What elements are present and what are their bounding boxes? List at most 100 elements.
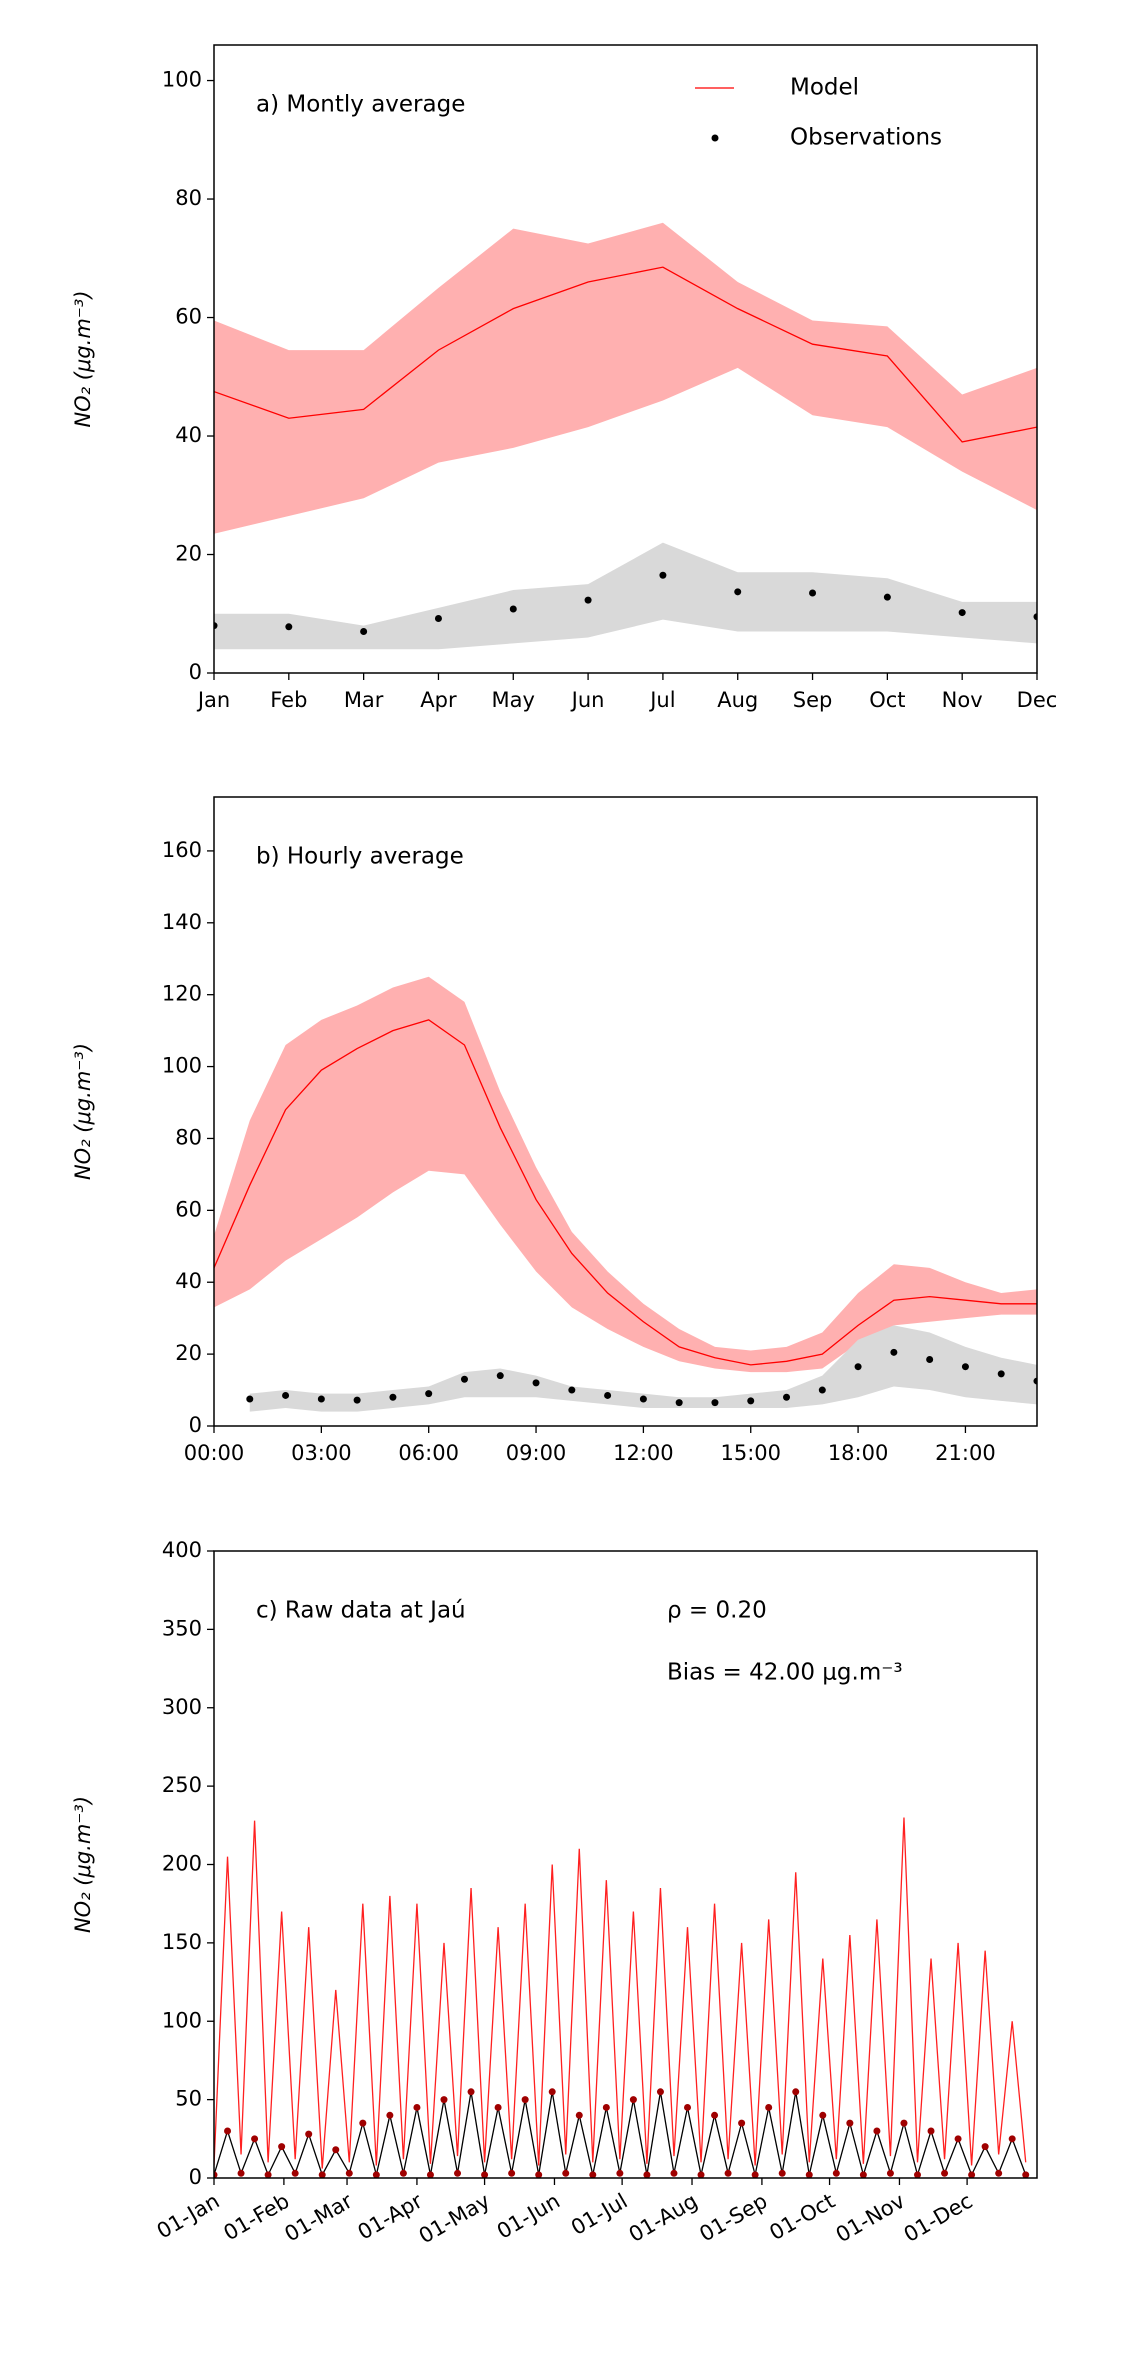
marker xyxy=(659,571,667,579)
legend-label: Model xyxy=(790,75,859,101)
x-tick-label: May xyxy=(492,688,535,712)
x-tick-label: Sep xyxy=(793,688,833,712)
marker xyxy=(413,2103,421,2111)
marker xyxy=(440,2096,448,2104)
marker xyxy=(251,2135,259,2143)
panel-title: a) Montly average xyxy=(256,92,465,118)
series-line xyxy=(214,1019,1037,1366)
plot-area xyxy=(214,976,1037,1412)
marker xyxy=(675,1399,683,1407)
x-tick-label: 01-Apr xyxy=(354,2189,427,2245)
marker xyxy=(832,2169,840,2177)
x-tick-label: Jan xyxy=(196,688,230,712)
marker xyxy=(656,2088,664,2096)
marker xyxy=(305,2130,313,2138)
marker xyxy=(846,2119,854,2127)
marker xyxy=(359,2119,367,2127)
marker xyxy=(521,2096,529,2104)
marker xyxy=(968,2171,976,2178)
marker xyxy=(958,609,966,617)
axes-frame xyxy=(213,796,1038,1427)
marker xyxy=(670,2169,678,2177)
x-tick-label: Mar xyxy=(344,688,384,712)
marker xyxy=(697,2171,705,2178)
marker xyxy=(509,605,517,613)
band xyxy=(214,976,1037,1373)
axes-frame xyxy=(213,1550,1038,2179)
marker xyxy=(819,2111,827,2119)
marker xyxy=(508,2169,516,2177)
marker xyxy=(724,2169,732,2177)
y-axis-label: NO₂ (μg.m⁻³) xyxy=(71,290,95,427)
marker xyxy=(883,593,891,601)
y-tick-label: 20 xyxy=(175,1341,202,1365)
x-tick-label: Dec xyxy=(1017,688,1058,712)
marker xyxy=(751,2171,759,2178)
plot-area xyxy=(214,222,1037,650)
annotation: ρ = 0.20 xyxy=(667,1598,767,1624)
series-line xyxy=(214,266,1037,443)
x-tick-label: 21:00 xyxy=(935,1441,996,1465)
marker xyxy=(616,2169,624,2177)
x-tick-label: 01-Mar xyxy=(281,2189,357,2247)
y-tick-label: 350 xyxy=(162,1616,202,1640)
marker xyxy=(224,2127,232,2135)
marker xyxy=(1033,1377,1037,1385)
y-tick-label: 140 xyxy=(162,910,202,934)
marker xyxy=(460,1375,468,1383)
y-axis-label: NO₂ (μg.m⁻³) xyxy=(71,1796,95,1933)
marker xyxy=(399,2169,407,2177)
legend-label: Observations xyxy=(790,125,942,151)
marker xyxy=(778,2169,786,2177)
x-tick-label: 01-Sep xyxy=(695,2189,771,2247)
y-axis-label: NO₂ (μg.m⁻³) xyxy=(71,1043,95,1180)
x-tick-label: 01-Nov xyxy=(832,2189,909,2247)
x-tick-label: 01-Jan xyxy=(153,2189,224,2244)
marker xyxy=(575,2111,583,2119)
marker xyxy=(873,2127,881,2135)
marker xyxy=(643,2171,651,2178)
marker xyxy=(738,2119,746,2127)
y-tick-label: 50 xyxy=(175,2087,202,2111)
band xyxy=(214,542,1037,650)
x-tick-label: Jul xyxy=(648,688,675,712)
panel-title: c) Raw data at Jaú xyxy=(256,1598,466,1624)
marker xyxy=(639,1395,647,1403)
marker xyxy=(890,1348,898,1356)
marker xyxy=(214,2171,218,2178)
y-tick-label: 120 xyxy=(162,982,202,1006)
y-tick-label: 80 xyxy=(175,1125,202,1149)
marker xyxy=(494,2103,502,2111)
y-tick-label: 250 xyxy=(162,1773,202,1797)
x-tick-label: Apr xyxy=(420,688,457,712)
marker xyxy=(954,2135,962,2143)
y-tick-label: 0 xyxy=(189,2165,202,2189)
y-tick-label: 60 xyxy=(175,1197,202,1221)
marker xyxy=(237,2169,245,2177)
marker xyxy=(604,1391,612,1399)
band xyxy=(214,222,1037,534)
marker xyxy=(246,1395,254,1403)
marker xyxy=(291,2169,299,2177)
marker xyxy=(285,623,293,631)
x-tick-label: 18:00 xyxy=(828,1441,889,1465)
marker xyxy=(568,1386,576,1394)
legend-marker xyxy=(711,134,719,142)
marker xyxy=(995,2169,1003,2177)
y-tick-label: 0 xyxy=(189,660,202,684)
x-tick-label: 06:00 xyxy=(398,1441,459,1465)
x-tick-label: 01-Aug xyxy=(625,2189,702,2247)
x-tick-label: 15:00 xyxy=(720,1441,781,1465)
marker xyxy=(548,2088,556,2096)
x-tick-label: 01-Jun xyxy=(493,2189,564,2244)
marker xyxy=(792,2088,800,2096)
marker xyxy=(859,2171,867,2178)
y-tick-label: 100 xyxy=(162,68,202,92)
x-tick-label: Oct xyxy=(869,688,905,712)
marker xyxy=(926,1356,934,1364)
marker xyxy=(1033,613,1037,621)
y-tick-label: 60 xyxy=(175,305,202,329)
panel-title: b) Hourly average xyxy=(256,844,464,870)
y-tick-label: 100 xyxy=(162,2008,202,2032)
